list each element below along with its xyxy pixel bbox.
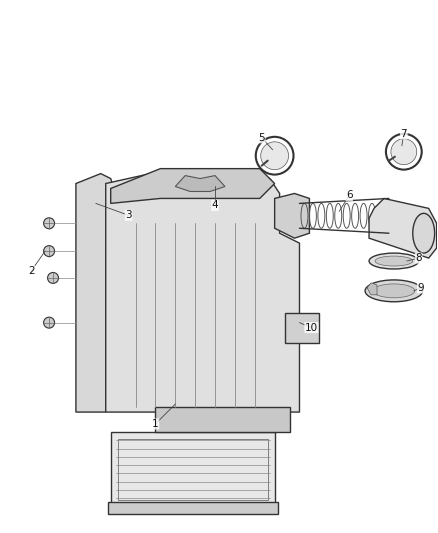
Polygon shape (275, 193, 309, 238)
Text: 4: 4 (212, 200, 218, 211)
Polygon shape (175, 175, 225, 191)
Ellipse shape (391, 139, 417, 165)
Bar (118, 439, 268, 499)
Text: 9: 9 (417, 283, 424, 293)
Text: 5: 5 (258, 133, 265, 143)
Text: 6: 6 (346, 190, 353, 200)
Text: 1: 1 (152, 419, 159, 429)
Polygon shape (76, 174, 116, 412)
Circle shape (44, 317, 55, 328)
Bar (108, 503, 278, 514)
Ellipse shape (413, 213, 434, 253)
Polygon shape (106, 174, 300, 412)
Text: 8: 8 (415, 253, 422, 263)
Circle shape (44, 246, 55, 256)
Polygon shape (111, 168, 275, 204)
Ellipse shape (261, 142, 289, 169)
Polygon shape (367, 283, 377, 295)
Text: 2: 2 (28, 266, 35, 276)
Ellipse shape (369, 253, 419, 269)
Bar (285, 313, 319, 343)
Circle shape (44, 218, 55, 229)
Text: 10: 10 (305, 322, 318, 333)
Bar (111, 432, 275, 506)
Bar (155, 407, 290, 432)
Circle shape (48, 272, 59, 284)
Ellipse shape (375, 256, 413, 266)
Ellipse shape (373, 284, 415, 298)
Text: 3: 3 (125, 211, 132, 220)
Polygon shape (369, 198, 437, 258)
Ellipse shape (365, 280, 423, 302)
Text: 7: 7 (400, 129, 407, 139)
